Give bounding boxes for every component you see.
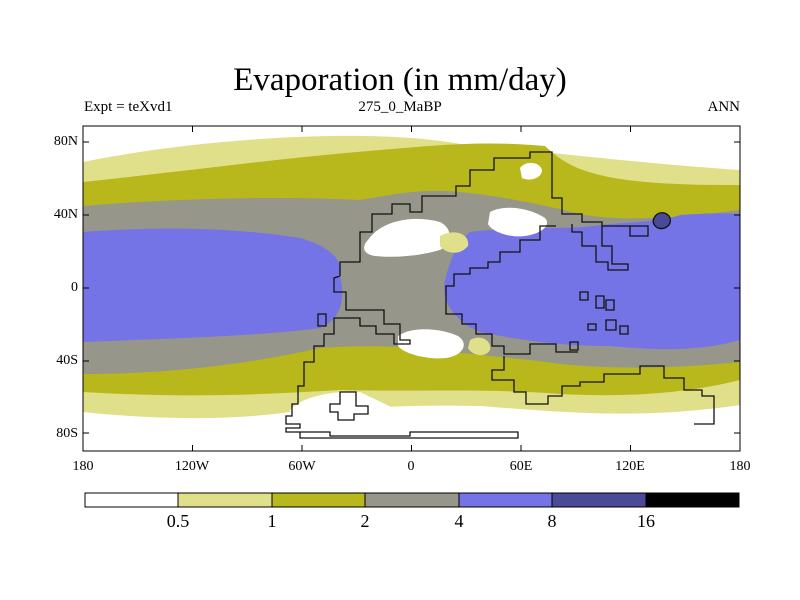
season-label: ANN: [707, 99, 741, 115]
field-band-4-8-east: [444, 213, 740, 350]
colorbar-swatch-2: [271, 492, 366, 508]
field-dry-southern: [398, 329, 464, 359]
field-dry-north-interior: [364, 218, 450, 257]
colorbar-label-16: 16: [637, 511, 655, 531]
field-patch-light-2: [468, 337, 491, 356]
field-band-4-8-west: [83, 228, 343, 342]
colorbar-swatch-1: [177, 492, 273, 508]
lat-label-80n: 80N: [53, 134, 78, 149]
colorbar-swatch-6: [645, 492, 740, 508]
plot-title: Evaporation (in mm/day): [233, 62, 567, 98]
lon-label-120e: 120E: [615, 459, 645, 474]
colorbar-swatch-5: [551, 492, 647, 508]
field-dry-northeast: [488, 207, 548, 237]
colorbar-label-0p5: 0.5: [166, 511, 190, 531]
lat-label-40s: 40S: [56, 353, 78, 368]
colorbar: [84, 492, 740, 508]
field-band-8-16: [653, 212, 671, 229]
lon-label-60e: 60E: [509, 459, 533, 474]
colorbar-swatch-0: [84, 492, 179, 508]
field-patch-light-1: [440, 232, 469, 253]
experiment-label: Expt = teXvd1: [84, 99, 173, 115]
dark-spot-outline: [652, 212, 671, 230]
lon-label-60w: 60W: [288, 459, 316, 474]
field-dry-south-pole: [290, 391, 410, 436]
colorbar-label-2: 2: [360, 511, 370, 531]
tethys-islands: [569, 291, 629, 351]
colorbar-label-1: 1: [267, 511, 277, 531]
antarctic-island: [329, 391, 369, 421]
time-label: 275_0_MaBP: [358, 99, 442, 115]
colorbar-label-4: 4: [454, 511, 464, 531]
lon-label-180w: 180: [72, 459, 94, 474]
field-dry-north-spot: [520, 162, 542, 180]
continent-outline: [285, 151, 715, 439]
lat-label-40n: 40N: [53, 207, 78, 222]
lat-label-equator: 0: [71, 280, 78, 295]
colorbar-swatch-4: [458, 492, 553, 508]
lon-label-180e: 180: [729, 459, 751, 474]
colorbar-swatch-3: [364, 492, 460, 508]
lon-label-0: 0: [407, 459, 415, 474]
colorbar-label-8: 8: [547, 511, 557, 531]
axis-ticks: [82, 126, 741, 451]
lat-label-80s: 80S: [56, 426, 78, 441]
lon-label-120w: 120W: [174, 459, 210, 474]
western-island: [317, 313, 327, 327]
pangaea-coastline: [285, 151, 715, 439]
evaporation-field: [83, 126, 740, 451]
